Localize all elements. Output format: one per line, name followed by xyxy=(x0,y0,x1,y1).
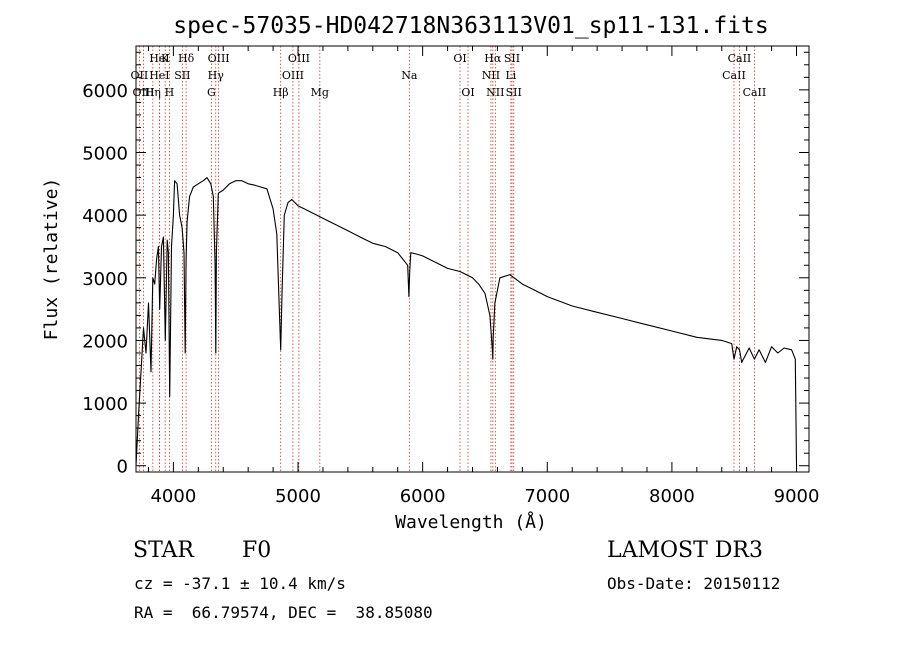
y-tick-label: 5000 xyxy=(82,144,128,165)
obs-date-text: Obs-Date: 20150112 xyxy=(607,574,781,593)
line-label-3: OIII xyxy=(208,52,230,65)
plot-frame xyxy=(135,45,810,473)
coordinates-text: RA = 66.79574, DEC = 38.85080 xyxy=(134,603,433,622)
line-label-22: Hβ xyxy=(273,86,289,99)
line-label-25: NII xyxy=(486,86,504,99)
line-label-23: Mg xyxy=(311,86,329,99)
line-label-5: OI xyxy=(453,52,466,65)
y-axis: 0 1000 2000 3000 4000 5000 6000 xyxy=(82,51,809,478)
y-tick-label: 0 xyxy=(117,457,128,478)
line-label-8: CaII xyxy=(728,52,752,65)
line-label-0: HeI xyxy=(149,52,169,65)
y-tick-label: 3000 xyxy=(82,269,128,290)
x-tick-label: 7000 xyxy=(524,486,570,507)
class-label: STAR xyxy=(133,538,194,563)
x-tick-label: 5000 xyxy=(275,486,321,507)
y-tick-label: 1000 xyxy=(82,394,128,415)
line-label-12: Hγ xyxy=(208,69,225,82)
line-label-24: OI xyxy=(461,86,474,99)
line-label-9: OII xyxy=(131,69,149,82)
y-tick-label: 6000 xyxy=(82,81,128,102)
line-label-27: CaII xyxy=(743,86,767,99)
spectrum-line xyxy=(135,177,798,466)
line-label-19: Hη xyxy=(145,86,161,99)
y-tick-label: 4000 xyxy=(82,206,128,227)
line-label-2: Hδ xyxy=(178,52,195,65)
line-label-14: Na xyxy=(401,69,418,82)
y-tick-label: 2000 xyxy=(82,331,128,352)
x-tick-label: 9000 xyxy=(774,486,820,507)
line-label-10: HeI xyxy=(149,69,169,82)
line-label-6: Hα xyxy=(484,52,502,65)
y-axis-label: Flux (relative) xyxy=(41,178,62,341)
x-tick-label: 8000 xyxy=(649,486,695,507)
line-label-13: OIII xyxy=(282,69,304,82)
line-label-7: SII xyxy=(504,52,520,65)
line-label-1: K xyxy=(161,52,170,65)
subclass-label: F0 xyxy=(242,538,272,563)
spectral-line-markers xyxy=(138,46,755,472)
line-label-21: G xyxy=(207,86,216,99)
x-axis-label: Wavelength (Å) xyxy=(395,511,547,533)
line-label-11: SII xyxy=(174,69,190,82)
redshift-text: cz = -37.1 ± 10.4 km/s xyxy=(134,574,346,593)
x-tick-label: 6000 xyxy=(400,486,446,507)
line-label-20: H xyxy=(165,86,175,99)
x-axis: 4000 5000 6000 7000 8000 9000 xyxy=(147,46,820,507)
line-label-26: SII xyxy=(506,86,522,99)
line-label-16: Li xyxy=(505,69,516,82)
chart-title: spec-57035-HD042718N363113V01_sp11-131.f… xyxy=(173,13,768,39)
x-tick-label: 4000 xyxy=(150,486,196,507)
survey-label: LAMOST DR3 xyxy=(607,538,763,563)
line-label-17: CaII xyxy=(722,69,746,82)
line-label-18: OIII xyxy=(132,86,154,99)
line-label-15: NII xyxy=(482,69,500,82)
line-label-4: OIII xyxy=(288,52,310,65)
